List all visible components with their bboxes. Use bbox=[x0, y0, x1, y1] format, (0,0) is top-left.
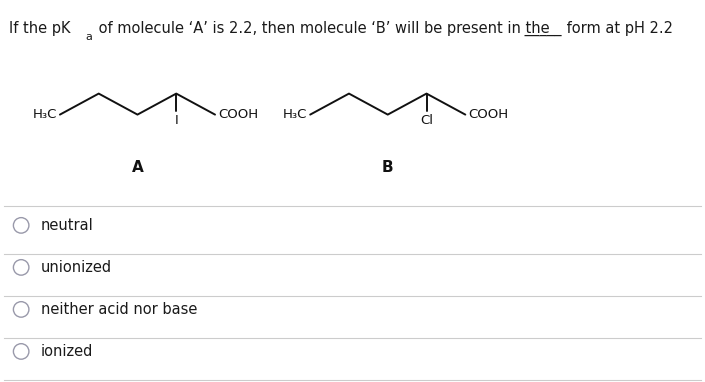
Text: unionized: unionized bbox=[41, 260, 112, 275]
Text: form at pH 2.2: form at pH 2.2 bbox=[562, 21, 673, 36]
Text: If the pK: If the pK bbox=[9, 21, 70, 36]
Text: B: B bbox=[382, 160, 393, 175]
Text: of molecule ‘A’ is 2.2, then molecule ‘B’ will be present in the: of molecule ‘A’ is 2.2, then molecule ‘B… bbox=[94, 21, 549, 36]
Text: _____: _____ bbox=[520, 21, 561, 36]
Text: H₃C: H₃C bbox=[283, 108, 307, 121]
Text: Cl: Cl bbox=[420, 114, 433, 127]
Text: COOH: COOH bbox=[218, 108, 258, 121]
Text: I: I bbox=[174, 114, 178, 127]
Text: A: A bbox=[132, 160, 143, 175]
Text: H₃C: H₃C bbox=[32, 108, 57, 121]
Text: COOH: COOH bbox=[468, 108, 508, 121]
Text: neither acid nor base: neither acid nor base bbox=[41, 302, 197, 317]
Text: neutral: neutral bbox=[41, 218, 94, 233]
Text: ionized: ionized bbox=[41, 344, 93, 359]
Text: a: a bbox=[85, 32, 92, 42]
